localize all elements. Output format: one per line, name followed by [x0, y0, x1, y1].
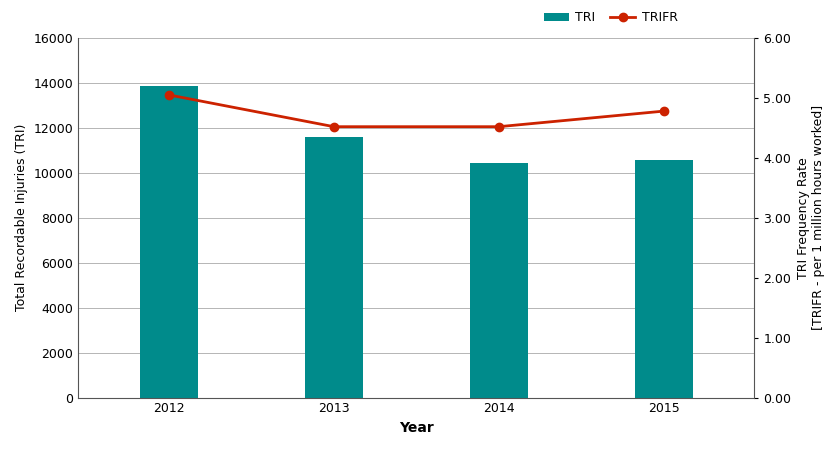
Line: TRIFR: TRIFR	[165, 91, 668, 131]
TRIFR	[328, 124, 339, 130]
Legend: TRI, TRIFR: TRI, TRIFR	[539, 6, 683, 29]
Bar	[305, 137, 363, 398]
X-axis label: Year: Year	[399, 421, 433, 435]
Y-axis label: Total Recordable Injuries (TRI): Total Recordable Injuries (TRI)	[15, 124, 28, 311]
Bar	[470, 163, 528, 398]
TRIFR	[659, 108, 669, 114]
Y-axis label: TRI Frequency Rate
[TRIFR - per 1 million hours worked]: TRI Frequency Rate [TRIFR - per 1 millio…	[797, 105, 825, 330]
TRIFR	[164, 92, 174, 98]
Bar	[635, 161, 692, 398]
Bar	[140, 86, 198, 398]
TRIFR	[494, 124, 504, 130]
